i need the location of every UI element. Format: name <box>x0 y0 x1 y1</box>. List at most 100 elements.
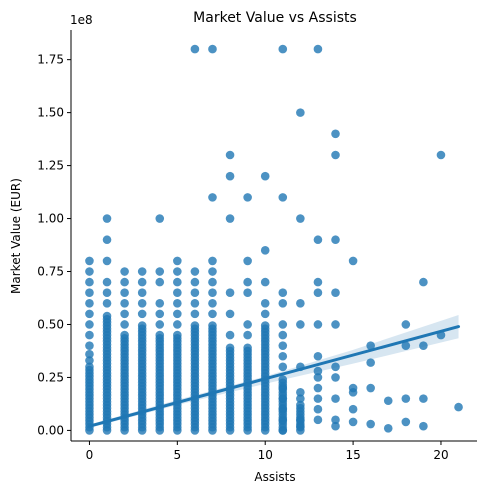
data-point <box>313 351 323 361</box>
data-point <box>331 235 340 245</box>
data-point <box>208 298 217 308</box>
x-tick-label: 5 <box>174 448 182 462</box>
data-point <box>190 288 200 298</box>
x-tick-label: 20 <box>433 448 448 462</box>
points-layer <box>85 44 463 435</box>
data-point <box>155 298 165 308</box>
data-point <box>225 288 235 298</box>
data-point <box>120 309 129 319</box>
x-ticks: 0 5 10 15 20 <box>86 441 449 462</box>
data-point <box>208 193 217 202</box>
data-point <box>260 298 270 308</box>
data-point <box>137 298 147 308</box>
data-point <box>102 288 112 298</box>
data-point <box>155 267 165 276</box>
data-point <box>243 320 252 329</box>
data-point <box>313 320 323 329</box>
confidence-band-layer <box>89 314 459 428</box>
data-point <box>173 288 182 298</box>
data-point <box>225 330 235 340</box>
data-point <box>102 214 112 223</box>
data-point <box>348 404 358 414</box>
y-axis-label: Market Value (EUR) <box>9 178 23 294</box>
data-point <box>190 44 200 54</box>
data-point <box>313 404 323 414</box>
data-point <box>278 375 288 384</box>
data-point <box>243 343 252 353</box>
y-tick-label: 0.50 <box>37 317 64 331</box>
data-point <box>331 129 340 139</box>
data-point <box>296 214 305 223</box>
data-point <box>225 309 235 319</box>
data-point <box>260 277 270 287</box>
data-point <box>419 277 428 287</box>
data-point <box>102 311 112 321</box>
data-point <box>137 277 147 287</box>
data-point <box>155 214 165 223</box>
data-point <box>401 394 411 403</box>
data-point <box>208 267 217 276</box>
data-point <box>190 321 200 330</box>
data-point <box>173 267 182 276</box>
data-point <box>225 214 235 223</box>
data-point <box>419 394 428 403</box>
data-point <box>331 394 340 403</box>
data-point <box>173 309 182 319</box>
y-tick-label: 1.25 <box>37 159 64 173</box>
data-point <box>137 309 147 319</box>
data-point <box>85 349 94 359</box>
data-point <box>243 288 252 298</box>
data-point <box>454 402 463 412</box>
data-point <box>85 256 94 266</box>
data-point <box>313 383 323 393</box>
data-point <box>137 267 147 276</box>
y-tick-label: 0.75 <box>37 265 64 279</box>
data-point <box>278 426 288 435</box>
data-point <box>278 394 288 403</box>
data-point <box>120 277 129 287</box>
data-point <box>366 419 375 429</box>
data-point <box>296 108 305 117</box>
data-point <box>208 288 217 298</box>
data-point <box>85 362 94 372</box>
data-point <box>120 267 129 276</box>
x-tick-label: 10 <box>258 448 273 462</box>
data-point <box>85 277 94 287</box>
y-tick-label: 0.00 <box>37 423 64 437</box>
data-point <box>383 423 393 433</box>
data-point <box>155 309 165 319</box>
data-point <box>401 417 411 427</box>
data-point <box>173 298 182 308</box>
data-point <box>173 277 182 287</box>
x-axis-label: Assists <box>254 470 295 484</box>
data-point <box>278 362 288 372</box>
data-point <box>296 298 305 308</box>
data-point <box>419 421 428 431</box>
data-point <box>85 356 94 365</box>
data-point <box>85 341 94 350</box>
data-point <box>436 150 446 160</box>
data-point <box>102 256 112 266</box>
data-point <box>260 171 270 181</box>
data-point <box>243 256 252 266</box>
regression-layer <box>87 325 461 428</box>
data-point <box>278 415 288 425</box>
data-point <box>331 373 340 382</box>
data-point <box>260 309 270 319</box>
data-point <box>208 44 217 54</box>
data-point <box>331 415 340 425</box>
data-point <box>120 298 129 308</box>
data-point <box>225 343 235 353</box>
y-ticks: 0.00 0.25 0.50 0.75 1.00 1.25 1.50 1.75 <box>37 53 71 437</box>
data-point <box>85 298 94 308</box>
data-point <box>278 404 288 414</box>
data-point <box>155 330 165 340</box>
data-point <box>120 320 129 329</box>
data-point <box>137 321 147 330</box>
data-point <box>208 256 217 266</box>
data-point <box>190 309 200 319</box>
data-point <box>278 288 288 298</box>
regression-line <box>87 325 461 428</box>
data-point <box>331 320 340 329</box>
chart-title: Market Value vs Assists <box>193 10 357 26</box>
